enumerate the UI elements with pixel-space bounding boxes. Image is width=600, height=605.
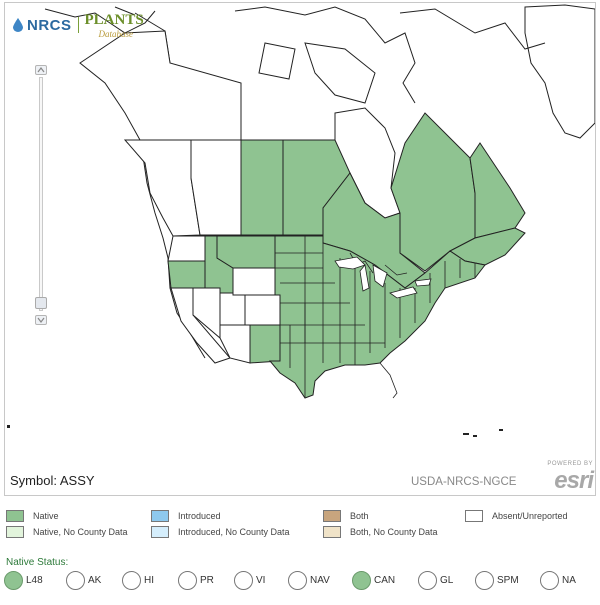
legend-swatch-introduced-no-county xyxy=(151,526,169,538)
radio-spm[interactable] xyxy=(475,571,494,590)
native-status-option-spm[interactable]: SPM xyxy=(475,571,519,590)
legend-swatch-native xyxy=(6,510,24,522)
logo-plants-text: PLANTS xyxy=(84,12,144,28)
legend-label-absent: Absent/Unreported xyxy=(492,511,568,521)
nrcs-plants-logo[interactable]: NRCS PLANTS Database xyxy=(13,11,144,39)
radio-label-ak: AK xyxy=(88,575,102,586)
zoom-in-button[interactable] xyxy=(35,65,47,75)
logo-plants-group: PLANTS Database xyxy=(84,11,144,40)
radio-l48[interactable] xyxy=(4,571,23,590)
radio-can[interactable] xyxy=(352,571,371,590)
region-utah xyxy=(219,292,246,326)
region-washington xyxy=(167,235,206,262)
powered-by-text: POWERED BY xyxy=(547,461,593,467)
legend-label-native-no-county: Native, No County Data xyxy=(33,527,128,537)
radio-label-gl: GL xyxy=(440,575,454,586)
native-status-option-nav[interactable]: NAV xyxy=(288,571,330,590)
great-lakes xyxy=(334,256,432,299)
region-saskatchewan xyxy=(240,139,284,236)
legend-label-introduced-no-county: Introduced, No County Data xyxy=(178,527,290,537)
gulf-coast xyxy=(379,362,398,399)
legend-swatch-absent xyxy=(465,510,483,522)
legend-item-native: Native xyxy=(6,510,59,522)
source-label: USDA-NRCS-NGCE xyxy=(411,476,517,488)
canada-regions xyxy=(79,30,526,289)
region-alberta xyxy=(190,139,242,236)
legend-item-both: Both xyxy=(323,510,369,522)
region-oregon xyxy=(167,260,206,289)
zoom-out-button[interactable] xyxy=(35,315,47,325)
radio-label-nav: NAV xyxy=(310,575,330,586)
caribbean-islands xyxy=(7,425,503,437)
native-status-option-l48[interactable]: L48 xyxy=(4,571,43,590)
us-regions xyxy=(167,235,486,399)
legend-item-introduced-no-county: Introduced, No County Data xyxy=(151,526,290,538)
symbol-label: Symbol: ASSY xyxy=(10,473,95,488)
native-status-option-na[interactable]: NA xyxy=(540,571,576,590)
legend-item-absent: Absent/Unreported xyxy=(465,510,568,522)
logo-separator xyxy=(77,17,79,33)
radio-label-spm: SPM xyxy=(497,575,519,586)
legend-label-both-no-county: Both, No County Data xyxy=(350,527,438,537)
region-labrador xyxy=(469,142,526,239)
region-central-eastern-us xyxy=(268,235,486,399)
radio-label-l48: L48 xyxy=(26,575,43,586)
native-status-option-hi[interactable]: HI xyxy=(122,571,154,590)
legend: Native Native, No County Data Introduced… xyxy=(0,505,600,545)
legend-swatch-native-no-county xyxy=(6,526,24,538)
region-colorado xyxy=(244,294,281,326)
native-status-option-pr[interactable]: PR xyxy=(178,571,214,590)
legend-swatch-introduced xyxy=(151,510,169,522)
state-borders xyxy=(275,236,476,398)
radio-label-na: NA xyxy=(562,575,576,586)
region-wyoming xyxy=(232,267,276,296)
radio-label-hi: HI xyxy=(144,575,154,586)
region-yukon-nwt xyxy=(79,30,242,141)
distribution-map[interactable] xyxy=(5,3,595,495)
region-new-mexico xyxy=(249,324,281,364)
radio-nav[interactable] xyxy=(288,571,307,590)
radio-label-can: CAN xyxy=(374,575,396,586)
region-montana xyxy=(216,235,276,269)
map-frame[interactable]: NRCS PLANTS Database POWERED BY esri xyxy=(4,2,596,496)
legend-label-both: Both xyxy=(350,511,369,521)
native-status-option-can[interactable]: CAN xyxy=(352,571,395,590)
native-status-label: Native Status: xyxy=(6,557,69,568)
greenland-coastline xyxy=(524,4,595,139)
logo-nrcs-text: NRCS xyxy=(27,16,72,34)
legend-swatch-both xyxy=(323,510,341,522)
radio-label-vi: VI xyxy=(256,575,266,586)
legend-label-introduced: Introduced xyxy=(178,511,221,521)
radio-label-pr: PR xyxy=(200,575,214,586)
radio-na[interactable] xyxy=(540,571,559,590)
zoom-slider[interactable] xyxy=(35,65,49,329)
radio-hi[interactable] xyxy=(122,571,141,590)
water-drop-icon xyxy=(13,18,23,32)
chevron-down-icon xyxy=(37,317,45,323)
region-british-columbia xyxy=(123,139,201,237)
zoom-track[interactable] xyxy=(39,77,43,311)
logo-database-text: Database xyxy=(98,29,134,39)
radio-pr[interactable] xyxy=(178,571,197,590)
legend-label-native: Native xyxy=(33,511,59,521)
legend-item-both-no-county: Both, No County Data xyxy=(323,526,438,538)
esri-attribution: POWERED BY esri xyxy=(537,461,594,494)
esri-logo-text: esri xyxy=(554,467,594,494)
native-status-option-ak[interactable]: AK xyxy=(66,571,101,590)
radio-gl[interactable] xyxy=(418,571,437,590)
zoom-handle[interactable] xyxy=(35,297,47,309)
radio-ak[interactable] xyxy=(66,571,85,590)
chevron-up-icon xyxy=(37,67,45,73)
native-status-option-gl[interactable]: GL xyxy=(418,571,453,590)
legend-item-introduced: Introduced xyxy=(151,510,221,522)
legend-item-native-no-county: Native, No County Data xyxy=(6,526,128,538)
arctic-islands xyxy=(234,6,546,104)
legend-swatch-both-no-county xyxy=(323,526,341,538)
radio-vi[interactable] xyxy=(234,571,253,590)
native-status-option-vi[interactable]: VI xyxy=(234,571,265,590)
